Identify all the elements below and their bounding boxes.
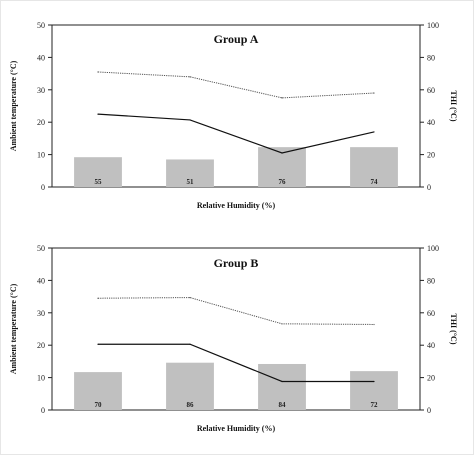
y-tick-label: 20 xyxy=(37,341,45,350)
chart-title: Group B xyxy=(214,256,259,270)
y2-tick-label: 20 xyxy=(427,151,435,160)
plot-frame xyxy=(51,247,421,411)
y-tick-label: 40 xyxy=(37,53,45,62)
x-axis-label: Relative Humidity (%) xyxy=(197,201,276,210)
bar xyxy=(74,157,122,187)
chart-panel-group-b: 0 10 20 30 40 50 0 20 40 60 80 100 70 86 84 72 Group B Re… xyxy=(9,244,458,433)
line-point xyxy=(373,323,375,326)
y-tick-label: 20 xyxy=(37,118,45,127)
bar-data-label: 51 xyxy=(187,178,195,186)
y-tick-label: 40 xyxy=(37,276,45,285)
bar-data-label: 70 xyxy=(95,401,103,409)
y2-tick-label: 100 xyxy=(427,21,439,30)
y2-tick-label: 100 xyxy=(427,244,439,253)
bar xyxy=(258,363,306,410)
series-line-solid xyxy=(97,113,375,154)
bar-data-label: 86 xyxy=(187,401,195,409)
bar-data-label: 72 xyxy=(371,401,379,409)
bar xyxy=(350,147,398,187)
line-point xyxy=(189,76,191,78)
line-point xyxy=(97,113,99,115)
y2-tick-label: 40 xyxy=(427,118,435,127)
bar xyxy=(74,372,122,410)
line-point xyxy=(189,296,191,299)
bar xyxy=(166,159,214,187)
y2-axis-label: THI (°C) xyxy=(449,91,458,122)
line-point xyxy=(281,97,283,99)
y-axis-label: Ambient temperature (°C) xyxy=(9,60,18,151)
line-point xyxy=(97,343,99,345)
bar-data-label: 55 xyxy=(95,178,103,186)
y-tick-label: 50 xyxy=(37,21,45,30)
line-point xyxy=(189,343,191,345)
series-line-solid xyxy=(98,343,374,383)
series-line-dotted xyxy=(97,71,375,99)
y-tick-label: 0 xyxy=(41,406,45,415)
bar-data-label: 76 xyxy=(279,178,287,186)
plot-frame xyxy=(51,24,421,188)
y2-tick-label: 40 xyxy=(427,341,435,350)
bar-data-label: 84 xyxy=(279,401,287,409)
line-point xyxy=(97,71,99,73)
y2-tick-label: 0 xyxy=(427,183,431,192)
line-point xyxy=(281,323,283,325)
bar-data-label: 74 xyxy=(371,178,379,186)
line-point xyxy=(281,152,283,154)
y2-tick-label: 0 xyxy=(427,406,431,415)
y-tick-label: 10 xyxy=(37,151,45,160)
line-point xyxy=(97,297,99,299)
y-tick-label: 10 xyxy=(37,374,45,383)
y-axis-label: Ambient temperature (°C) xyxy=(9,283,18,374)
line-point xyxy=(189,119,191,121)
y-tick-label: 30 xyxy=(37,309,45,318)
line-point xyxy=(373,131,375,133)
series-line-dotted xyxy=(97,297,375,325)
line-point xyxy=(281,380,283,383)
bar xyxy=(350,371,398,410)
y2-tick-label: 80 xyxy=(427,53,435,62)
y2-axis-label: THI (°C) xyxy=(449,314,458,345)
y2-tick-label: 60 xyxy=(427,309,435,318)
y-tick-label: 0 xyxy=(41,183,45,192)
x-axis-label: Relative Humidity (%) xyxy=(197,424,276,433)
y-tick-label: 50 xyxy=(37,244,45,253)
y2-tick-label: 80 xyxy=(427,276,435,285)
bar xyxy=(166,362,214,410)
y2-tick-label: 20 xyxy=(427,374,435,383)
chart-panel-group-a: 0 10 20 30 40 50 0 20 40 60 80 100 55 51 76 74 Group A Re… xyxy=(9,21,458,210)
bar xyxy=(258,147,306,187)
y2-tick-label: 60 xyxy=(427,86,435,95)
line-point xyxy=(373,380,375,383)
line-point xyxy=(373,92,375,94)
chart-title: Group A xyxy=(214,32,259,46)
y-tick-label: 30 xyxy=(37,86,45,95)
